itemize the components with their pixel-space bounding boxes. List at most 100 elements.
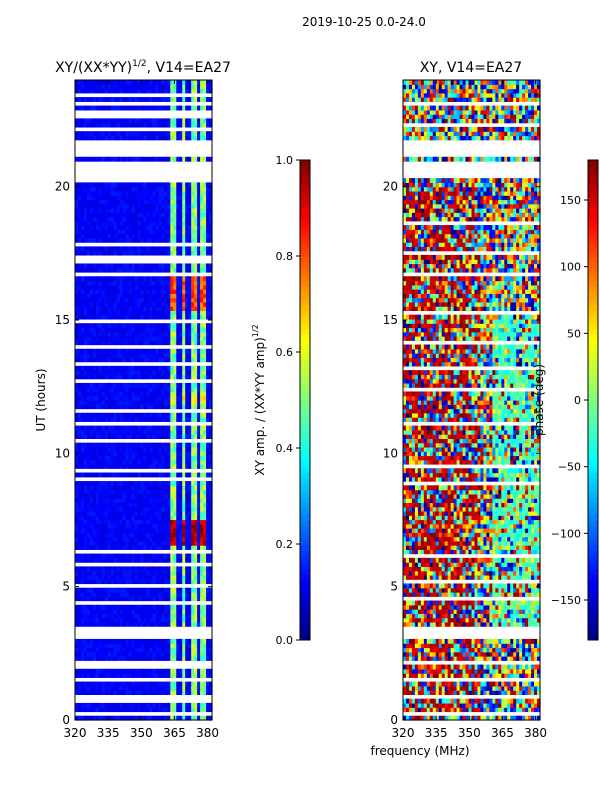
heatmap-cell bbox=[176, 412, 180, 418]
heatmap-cell bbox=[200, 374, 204, 380]
heatmap-cell bbox=[149, 532, 154, 538]
heatmap-cell bbox=[86, 621, 91, 627]
heatmap-cell bbox=[104, 519, 109, 525]
heatmap-cell bbox=[152, 442, 157, 448]
heatmap-cell bbox=[125, 481, 130, 486]
heatmap-cell bbox=[188, 553, 192, 559]
heatmap-cell bbox=[167, 485, 171, 491]
heatmap-cell bbox=[140, 464, 145, 469]
heatmap-cell bbox=[179, 391, 183, 397]
heatmap-cell bbox=[134, 553, 139, 559]
heatmap-cell bbox=[206, 613, 210, 619]
heatmap-cell bbox=[134, 574, 139, 580]
heatmap-cell bbox=[176, 621, 180, 627]
heatmap-cell bbox=[140, 553, 145, 559]
heatmap-cell bbox=[203, 391, 207, 397]
heatmap-cell bbox=[131, 374, 136, 380]
heatmap-cell bbox=[155, 566, 159, 572]
heatmap-cell bbox=[122, 617, 127, 623]
heatmap-cell bbox=[194, 596, 198, 602]
heatmap-cell bbox=[185, 451, 189, 457]
heatmap-cell bbox=[152, 519, 157, 525]
heatmap-cell bbox=[134, 455, 139, 461]
heatmap-cell bbox=[95, 446, 100, 452]
heatmap-cell bbox=[179, 523, 183, 529]
heatmap-cell bbox=[155, 472, 159, 478]
heatmap-cell bbox=[134, 690, 139, 695]
heatmap-cell bbox=[89, 485, 94, 491]
heatmap-cell bbox=[185, 455, 189, 461]
heatmap-cell bbox=[164, 668, 168, 674]
heatmap-cell bbox=[110, 707, 115, 713]
heatmap-cell bbox=[89, 400, 94, 405]
heatmap-cell bbox=[161, 395, 165, 401]
heatmap-cell bbox=[197, 417, 201, 422]
heatmap-cell bbox=[170, 464, 174, 469]
heatmap-cell bbox=[119, 566, 124, 572]
heatmap-cell bbox=[152, 638, 157, 644]
heatmap-cell bbox=[182, 574, 186, 580]
heatmap-cell bbox=[113, 707, 118, 713]
heatmap-cell bbox=[194, 656, 198, 661]
heatmap-cell bbox=[152, 681, 157, 687]
heatmap-cell bbox=[140, 647, 145, 653]
heatmap-cell bbox=[176, 532, 180, 538]
heatmap-cell bbox=[131, 566, 136, 572]
heatmap-cell bbox=[206, 425, 210, 431]
heatmap-cell bbox=[119, 400, 124, 405]
heatmap-cell bbox=[146, 673, 151, 678]
heatmap-cell bbox=[164, 570, 168, 576]
heatmap-cell bbox=[143, 574, 148, 580]
heatmap-cell bbox=[155, 451, 159, 457]
heatmap-cell bbox=[116, 656, 121, 661]
heatmap-cell bbox=[146, 451, 151, 457]
heatmap-cell bbox=[194, 574, 198, 580]
heatmap-cell bbox=[80, 502, 85, 508]
heatmap-cell bbox=[179, 536, 183, 542]
heatmap-cell bbox=[182, 570, 186, 576]
heatmap-cell bbox=[95, 489, 100, 495]
heatmap-cell bbox=[140, 621, 145, 627]
heatmap-cell bbox=[77, 391, 82, 397]
heatmap-cell bbox=[122, 515, 127, 521]
heatmap-cell bbox=[125, 596, 130, 602]
heatmap-cell bbox=[152, 668, 157, 674]
heatmap-cell bbox=[137, 498, 142, 503]
heatmap-cell bbox=[200, 498, 204, 503]
heatmap-cell bbox=[179, 579, 183, 585]
heatmap-cell bbox=[152, 707, 157, 713]
heatmap-cell bbox=[197, 685, 201, 691]
heatmap-cell bbox=[170, 510, 174, 516]
heatmap-cell bbox=[89, 523, 94, 529]
left-title-tail: , V14=EA27 bbox=[147, 60, 231, 76]
heatmap-cell bbox=[98, 485, 103, 491]
heatmap-cell bbox=[146, 596, 151, 602]
heatmap-cell bbox=[191, 434, 195, 439]
heatmap-cell bbox=[197, 523, 201, 529]
heatmap-cell bbox=[182, 519, 186, 525]
heatmap-cell bbox=[86, 485, 91, 491]
heatmap-cell bbox=[149, 400, 154, 405]
heatmap-cell bbox=[134, 647, 139, 653]
heatmap-cell bbox=[173, 387, 177, 393]
heatmap-cell bbox=[113, 404, 118, 410]
heatmap-cell bbox=[83, 515, 88, 521]
heatmap-cell bbox=[203, 493, 207, 499]
heatmap-cell bbox=[167, 702, 171, 708]
heatmap-cell bbox=[125, 459, 130, 465]
heatmap-cell bbox=[140, 528, 145, 533]
heatmap-cell bbox=[158, 592, 162, 597]
heatmap-cell bbox=[110, 690, 115, 695]
heatmap-cell bbox=[92, 472, 97, 478]
heatmap-cell bbox=[137, 493, 142, 499]
heatmap-cell bbox=[137, 574, 142, 580]
heatmap-cell bbox=[185, 604, 189, 610]
heatmap-cell bbox=[158, 579, 162, 585]
heatmap-cell bbox=[128, 617, 133, 623]
heatmap-cell bbox=[203, 425, 207, 431]
heatmap-cell bbox=[182, 455, 186, 461]
heatmap-cell bbox=[134, 523, 139, 529]
heatmap-cell bbox=[77, 485, 82, 491]
heatmap-cell bbox=[197, 404, 201, 410]
heatmap-cell bbox=[194, 481, 198, 486]
